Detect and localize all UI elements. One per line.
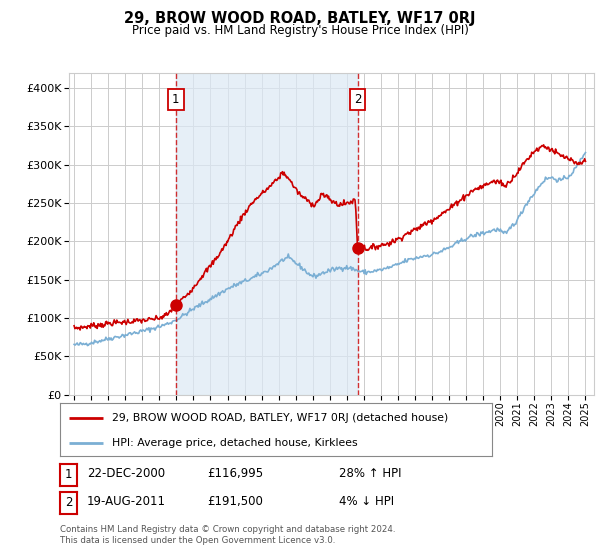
Text: 1: 1 bbox=[172, 93, 179, 106]
Text: 2: 2 bbox=[354, 93, 361, 106]
Text: £191,500: £191,500 bbox=[207, 494, 263, 508]
Text: 29, BROW WOOD ROAD, BATLEY, WF17 0RJ (detached house): 29, BROW WOOD ROAD, BATLEY, WF17 0RJ (de… bbox=[112, 413, 448, 423]
Text: HPI: Average price, detached house, Kirklees: HPI: Average price, detached house, Kirk… bbox=[112, 438, 358, 448]
Text: £116,995: £116,995 bbox=[207, 466, 263, 480]
Text: 22-DEC-2000: 22-DEC-2000 bbox=[87, 466, 165, 480]
Text: 28% ↑ HPI: 28% ↑ HPI bbox=[339, 466, 401, 480]
Text: 1: 1 bbox=[65, 468, 72, 482]
Text: 4% ↓ HPI: 4% ↓ HPI bbox=[339, 494, 394, 508]
Text: Price paid vs. HM Land Registry's House Price Index (HPI): Price paid vs. HM Land Registry's House … bbox=[131, 24, 469, 36]
Text: 19-AUG-2011: 19-AUG-2011 bbox=[87, 494, 166, 508]
Bar bbox=[176, 73, 358, 395]
Text: 2: 2 bbox=[65, 496, 72, 510]
Text: 29, BROW WOOD ROAD, BATLEY, WF17 0RJ: 29, BROW WOOD ROAD, BATLEY, WF17 0RJ bbox=[124, 11, 476, 26]
Text: Contains HM Land Registry data © Crown copyright and database right 2024.
This d: Contains HM Land Registry data © Crown c… bbox=[60, 525, 395, 545]
